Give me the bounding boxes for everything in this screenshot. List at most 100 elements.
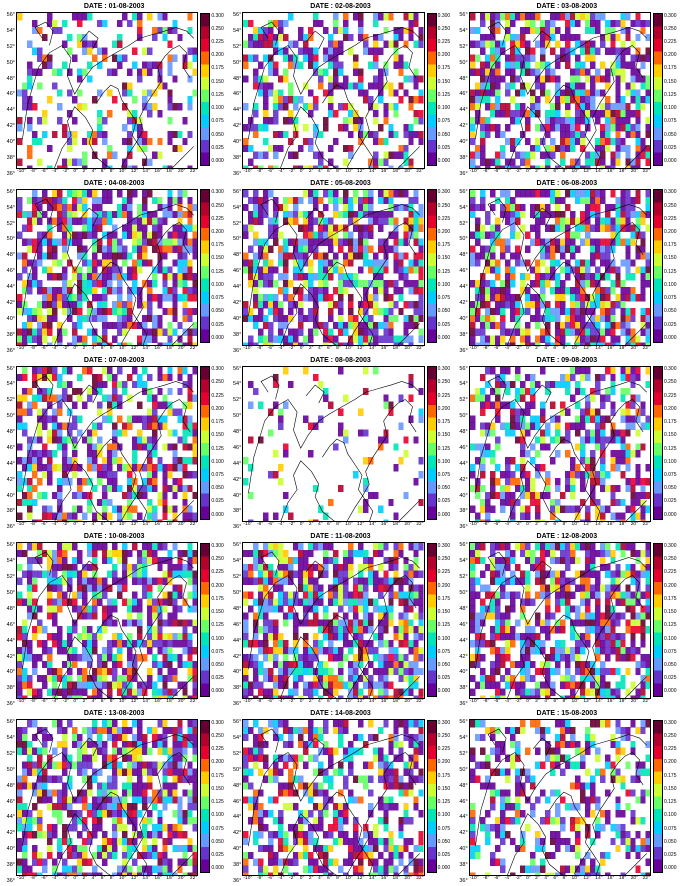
lat-tick: 56° — [459, 719, 467, 725]
colorbar-tick: 0.250 — [438, 26, 453, 32]
lon-tick: 18° — [166, 876, 173, 884]
lon-tick: 2° — [535, 876, 540, 884]
lon-tick: -2° — [289, 169, 295, 177]
map-area — [16, 12, 198, 169]
colorbar-labels: 0.3000.2500.2250.2000.1750.1500.1250.100… — [210, 366, 226, 518]
lat-tick: 56° — [7, 12, 15, 18]
lat-tick: 46° — [233, 622, 241, 628]
lon-tick: 0° — [300, 522, 305, 530]
lon-tick: 18° — [619, 346, 626, 354]
colorbar-tick: 0.050 — [211, 485, 226, 491]
lat-tick: 54° — [233, 558, 241, 564]
colorbar-tick: 0.025 — [438, 498, 453, 504]
lon-tick: 22° — [643, 876, 650, 884]
lon-axis: -10°-8°-6°-4°-2°0°2°4°6°8°10°12°14°16°18… — [242, 699, 424, 707]
lon-tick: -8° — [483, 522, 489, 530]
lon-tick: -10° — [243, 346, 252, 354]
lat-axis: 56°54°52°50°48°46°44°42°40°38°36° — [455, 542, 469, 707]
colorbar-tick: 0.075 — [211, 118, 226, 124]
lon-tick: 8° — [110, 346, 115, 354]
lon-axis: -10°-8°-6°-4°-2°0°2°4°6°8°10°12°14°16°18… — [16, 169, 198, 177]
lon-tick: 0° — [526, 522, 531, 530]
colorbar-tick: 0.150 — [438, 79, 453, 85]
map-panel: DATE : 14-08-200356°54°52°50°48°46°44°42… — [228, 709, 452, 884]
colorbar-tick: 0.050 — [211, 132, 226, 138]
lon-tick: 18° — [166, 699, 173, 707]
lon-tick: 22° — [643, 169, 650, 177]
colorbar: 0.3000.2500.2250.2000.1750.1500.1250.100… — [198, 189, 226, 354]
lat-tick: 56° — [7, 189, 15, 195]
map-panel: DATE : 04-08-200356°54°52°50°48°46°44°42… — [2, 179, 226, 354]
lat-tick: 36° — [459, 524, 467, 530]
colorbar-tick: 0.300 — [438, 543, 453, 549]
colorbar-tick: 0.050 — [438, 839, 453, 845]
lon-tick: -4° — [278, 169, 284, 177]
colorbar-tick: 0.250 — [664, 556, 679, 562]
colorbar-tick: 0.300 — [211, 189, 226, 195]
colorbar-bar — [427, 189, 437, 343]
colorbar-tick: 0.125 — [664, 269, 679, 275]
lon-tick: 10° — [572, 346, 579, 354]
lon-tick: 16° — [607, 169, 614, 177]
lon-tick: 8° — [336, 169, 341, 177]
colorbar-tick: 0.025 — [664, 852, 679, 858]
lon-tick: -8° — [483, 346, 489, 354]
colorbar-tick: 0.125 — [664, 799, 679, 805]
lon-tick: -2° — [515, 876, 521, 884]
colorbar-tick: 0.200 — [664, 52, 679, 58]
colorbar-tick: 0.250 — [664, 733, 679, 739]
lon-tick: 8° — [336, 522, 341, 530]
lon-tick: 4° — [318, 699, 323, 707]
colorbar-tick: 0.025 — [211, 145, 226, 151]
lon-tick: 2° — [83, 876, 88, 884]
lat-tick: 38° — [459, 332, 467, 338]
colorbar-tick: 0.050 — [664, 308, 679, 314]
lon-tick: -10° — [17, 699, 26, 707]
lat-tick: 56° — [459, 12, 467, 18]
colorbar-tick: 0.300 — [438, 13, 453, 19]
lon-tick: 4° — [92, 346, 97, 354]
lon-tick: 8° — [562, 699, 567, 707]
colorbar-labels: 0.3000.2500.2250.2000.1750.1500.1250.100… — [210, 720, 226, 872]
colorbar-tick: 0.250 — [664, 203, 679, 209]
colorbar-tick: 0.100 — [664, 459, 679, 465]
lat-tick: 44° — [7, 638, 15, 644]
lon-tick: -4° — [505, 346, 511, 354]
lon-tick: -8° — [257, 346, 263, 354]
map-area — [242, 542, 424, 699]
lon-tick: 4° — [544, 876, 549, 884]
lat-axis: 56°54°52°50°48°46°44°42°40°38°36° — [2, 189, 16, 354]
lat-tick: 46° — [7, 622, 15, 628]
lat-tick: 48° — [459, 252, 467, 258]
colorbar-tick: 0.225 — [211, 746, 226, 752]
colorbar-tick: 0.250 — [211, 26, 226, 32]
lon-tick: 18° — [619, 522, 626, 530]
lon-tick: -8° — [30, 346, 36, 354]
lon-tick: -10° — [470, 699, 479, 707]
lon-tick: 0° — [300, 169, 305, 177]
lat-tick: 46° — [233, 799, 241, 805]
lon-tick: 4° — [318, 169, 323, 177]
lon-tick: -6° — [268, 699, 274, 707]
colorbar-tick: 0.200 — [211, 52, 226, 58]
colorbar-tick: 0.250 — [438, 379, 453, 385]
lon-tick: -2° — [63, 522, 69, 530]
lon-tick: 22° — [416, 346, 423, 354]
lon-tick: 20° — [631, 522, 638, 530]
lon-axis: -10°-8°-6°-4°-2°0°2°4°6°8°10°12°14°16°18… — [242, 169, 424, 177]
lon-tick: 18° — [393, 876, 400, 884]
colorbar-tick: 0.300 — [211, 720, 226, 726]
lon-axis: -10°-8°-6°-4°-2°0°2°4°6°8°10°12°14°16°18… — [16, 346, 198, 354]
lon-tick: -6° — [494, 346, 500, 354]
lon-tick: 2° — [83, 169, 88, 177]
colorbar-tick: 0.200 — [438, 759, 453, 765]
map-panel: DATE : 02-08-200356°54°52°50°48°46°44°42… — [228, 2, 452, 177]
colorbar-tick: 0.250 — [438, 733, 453, 739]
lon-tick: -6° — [494, 876, 500, 884]
colorbar-tick: 0.000 — [438, 512, 453, 518]
lon-tick: 2° — [83, 699, 88, 707]
lat-tick: 42° — [233, 477, 241, 483]
lat-axis: 56°54°52°50°48°46°44°42°40°38°36° — [228, 366, 242, 531]
lat-tick: 36° — [233, 524, 241, 530]
colorbar-tick: 0.225 — [438, 216, 453, 222]
